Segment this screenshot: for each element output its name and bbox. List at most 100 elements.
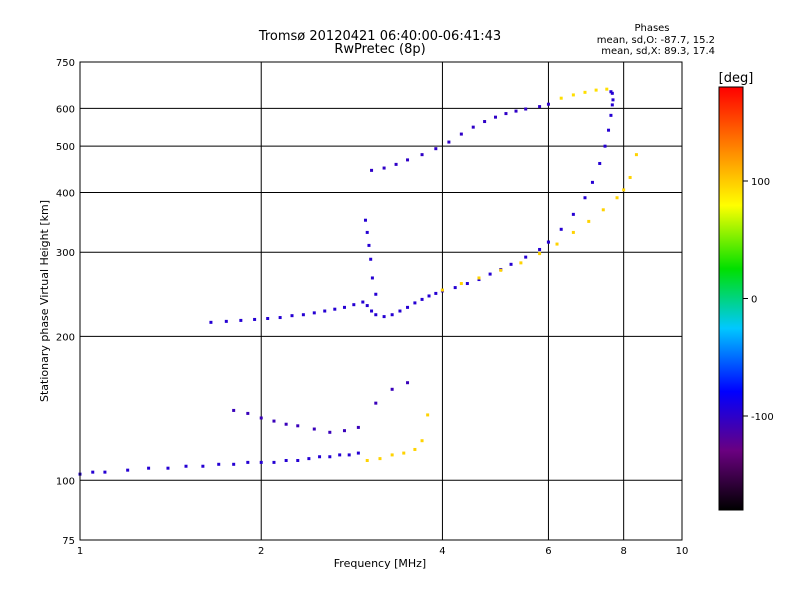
x-tick-label: 10 <box>676 546 689 557</box>
data-point <box>328 430 332 434</box>
data-point <box>603 144 607 148</box>
data-point <box>370 276 374 280</box>
data-point <box>224 319 228 323</box>
data-point <box>440 288 444 292</box>
data-point <box>634 153 638 157</box>
data-point <box>342 305 346 309</box>
data-point <box>571 93 575 97</box>
phases-o-stats: mean, sd,O: -87.7, 15.2 <box>597 35 715 46</box>
y-tick-label: 75 <box>62 536 75 547</box>
data-point <box>615 196 619 200</box>
data-point <box>369 257 373 261</box>
chart-title: Tromsø 20120421 06:40:00-06:41:43 <box>258 29 501 44</box>
data-point <box>365 304 369 308</box>
data-point <box>538 247 542 251</box>
colorbar-ticks: 100 0 -100 <box>743 177 774 423</box>
data-point <box>338 453 342 457</box>
data-point <box>420 439 424 443</box>
data-point <box>406 158 410 162</box>
data-points <box>78 87 638 476</box>
data-point <box>318 455 322 459</box>
data-point <box>284 422 288 426</box>
data-point <box>406 305 410 309</box>
data-point <box>609 113 613 117</box>
data-point <box>361 300 365 304</box>
data-point <box>390 387 394 391</box>
data-point <box>352 303 356 307</box>
data-point <box>546 240 550 244</box>
y-axis-ticks: 75 100 200 300 400 500 600 750 <box>56 58 75 547</box>
data-point <box>587 219 591 223</box>
data-point <box>594 88 598 92</box>
plot-frame <box>79 61 683 541</box>
data-point <box>434 291 438 295</box>
data-point <box>426 413 430 417</box>
data-point <box>420 153 424 157</box>
data-point <box>209 320 213 324</box>
data-point <box>290 314 294 318</box>
data-point <box>301 313 305 317</box>
x-tick-label: 6 <box>545 546 551 557</box>
data-point <box>259 416 263 420</box>
data-point <box>447 140 451 144</box>
data-point <box>370 309 374 313</box>
data-point <box>272 419 276 423</box>
data-point <box>253 317 257 321</box>
data-point <box>347 453 351 457</box>
data-point <box>394 162 398 166</box>
data-point <box>504 112 508 116</box>
data-point <box>166 466 170 470</box>
data-point <box>201 464 205 468</box>
x-tick-label: 8 <box>620 546 626 557</box>
data-point <box>509 262 513 266</box>
data-point <box>420 297 424 301</box>
data-point <box>459 132 463 136</box>
data-point <box>356 451 360 455</box>
data-point <box>126 468 130 472</box>
y-tick-label: 100 <box>56 476 75 487</box>
data-point <box>622 188 626 192</box>
data-point <box>307 457 311 461</box>
data-point <box>363 218 367 222</box>
y-tick-label: 500 <box>56 142 75 153</box>
y-tick-label: 200 <box>56 332 75 343</box>
data-point <box>605 87 609 91</box>
data-point <box>524 255 528 259</box>
data-point <box>465 282 469 286</box>
y-tick-label: 600 <box>56 104 75 115</box>
data-point <box>246 411 250 415</box>
data-point <box>272 460 276 464</box>
data-point <box>477 276 481 280</box>
data-point <box>598 161 602 165</box>
data-point <box>390 313 394 317</box>
data-point <box>382 315 386 319</box>
phases-x-stats: mean, sd,X: 89.3, 17.4 <box>601 46 715 57</box>
data-point <box>483 120 487 124</box>
data-point <box>499 268 503 272</box>
x-axis-label: Frequency [MHz] <box>334 557 426 570</box>
data-point <box>356 425 360 429</box>
data-point <box>477 278 481 282</box>
data-point <box>471 125 475 129</box>
data-point <box>374 401 378 405</box>
data-point <box>370 168 374 172</box>
x-tick-label: 1 <box>77 546 83 557</box>
data-point <box>538 105 542 109</box>
data-point <box>610 91 614 95</box>
data-point <box>259 460 263 464</box>
colorbar-tick-label: 100 <box>751 177 770 188</box>
x-tick-label: 2 <box>258 546 264 557</box>
data-point <box>342 429 346 433</box>
data-point <box>571 212 575 216</box>
data-point <box>328 455 332 459</box>
data-point <box>246 460 250 464</box>
data-point <box>571 230 575 234</box>
data-point <box>365 230 369 234</box>
data-point <box>519 261 523 265</box>
data-point <box>555 242 559 246</box>
data-point <box>284 458 288 462</box>
y-tick-label: 400 <box>56 188 75 199</box>
data-point <box>406 381 410 385</box>
colorbar <box>718 86 744 511</box>
